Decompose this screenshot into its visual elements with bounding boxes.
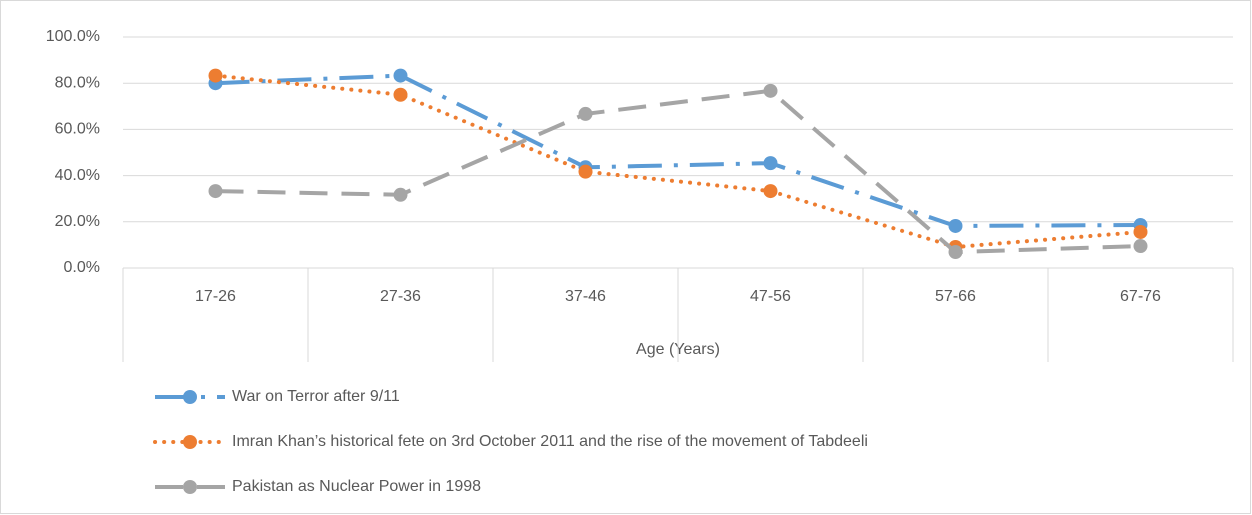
series-line (215, 88, 1141, 255)
legend-marker (183, 390, 197, 404)
x-tick-label: 47-56 (750, 288, 791, 305)
data-point (208, 184, 223, 199)
legend-label: Imran Khan’s historical fete on 3rd Octo… (232, 433, 868, 450)
data-point (1133, 224, 1148, 239)
y-tick-label: 0.0% (64, 259, 100, 276)
y-tick-label: 40.0% (55, 167, 100, 184)
data-point (393, 68, 408, 83)
data-point (948, 245, 963, 260)
data-point (208, 68, 223, 83)
data-point (393, 87, 408, 102)
data-point (1133, 239, 1148, 254)
x-tick-label: 57-66 (935, 288, 976, 305)
y-tick-label: 20.0% (55, 213, 100, 230)
y-tick-label: 100.0% (46, 28, 100, 45)
x-tick-label: 27-36 (380, 288, 421, 305)
legend-label: Pakistan as Nuclear Power in 1998 (232, 478, 481, 495)
x-tick-label: 37-46 (565, 288, 606, 305)
legend-label: War on Terror after 9/11 (232, 388, 400, 405)
data-point (578, 164, 593, 179)
data-point (763, 184, 778, 199)
legend-marker (183, 435, 197, 449)
x-tick-label: 67-76 (1120, 288, 1161, 305)
y-tick-label: 60.0% (55, 121, 100, 138)
series-line (215, 73, 1141, 228)
data-point (393, 187, 408, 202)
data-point (763, 156, 778, 171)
legend-marker (183, 480, 197, 494)
data-point (578, 106, 593, 121)
series-line (213, 73, 1143, 249)
data-point (763, 83, 778, 98)
x-tick-label: 17-26 (195, 288, 236, 305)
data-point (948, 218, 963, 233)
y-tick-label: 80.0% (55, 74, 100, 91)
